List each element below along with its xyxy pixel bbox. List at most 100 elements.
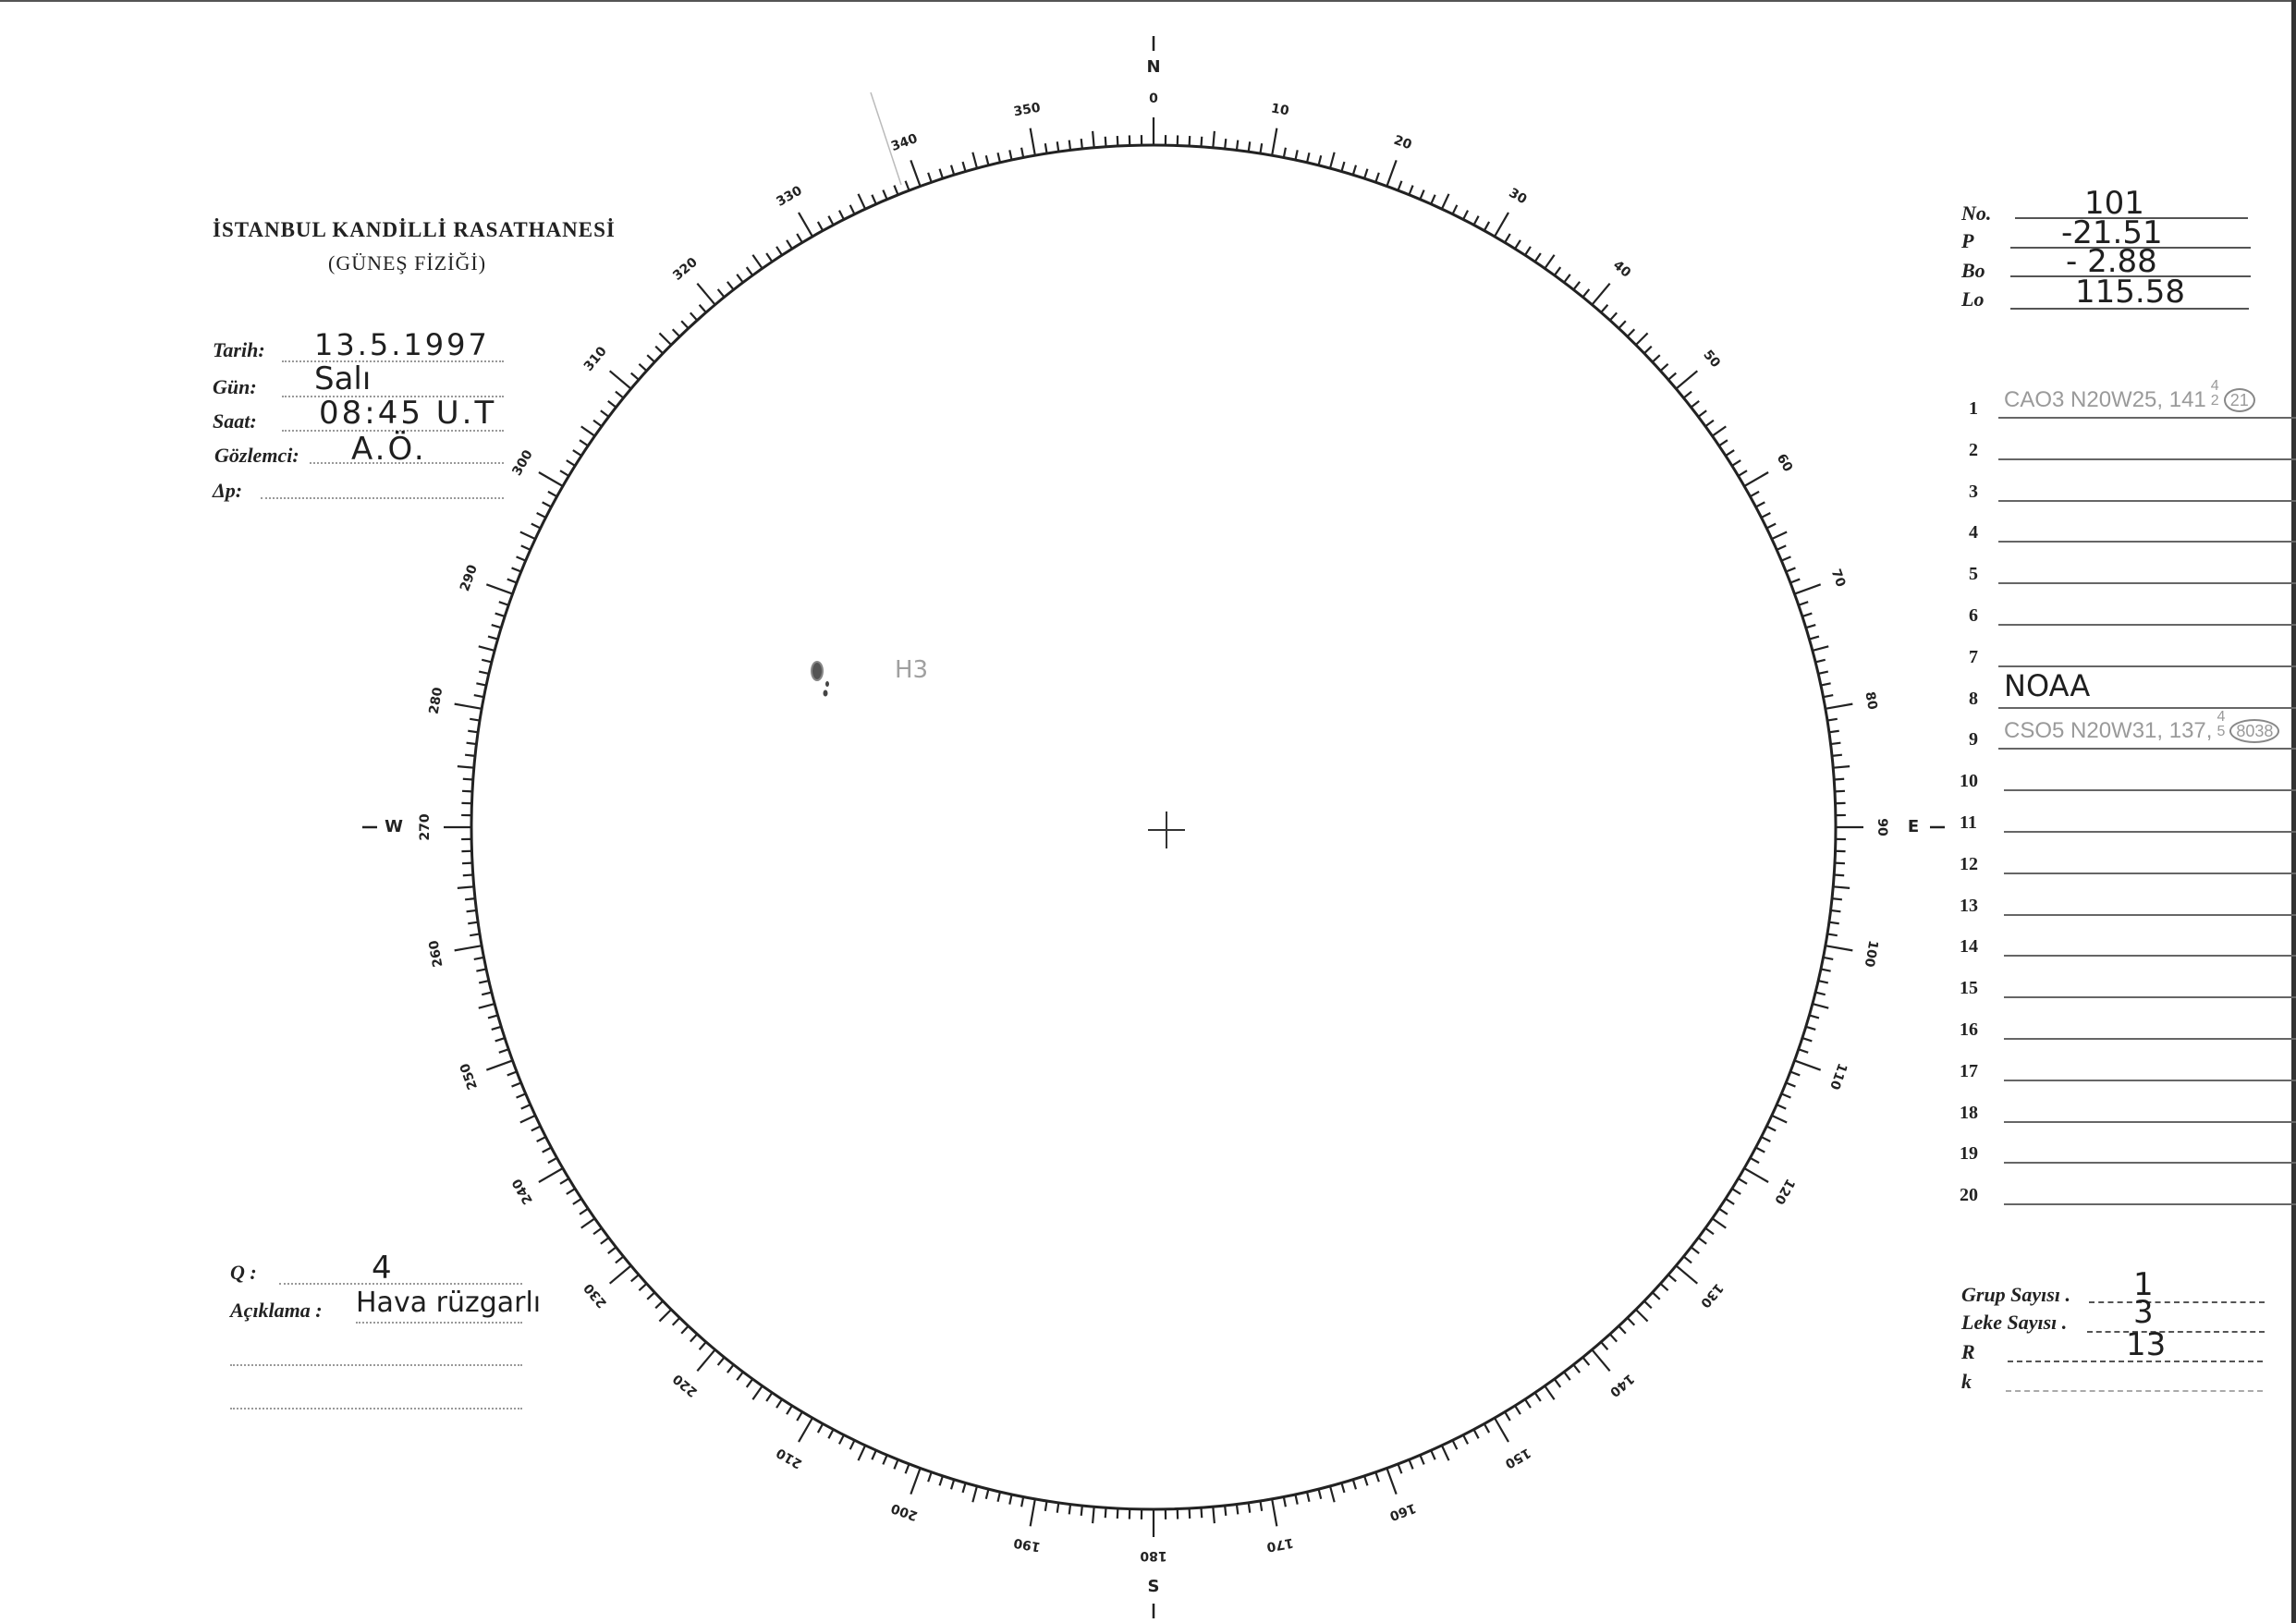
degree-tick: [1731, 459, 1741, 467]
degree-tick: [457, 765, 474, 769]
degree-tick: [837, 1434, 845, 1445]
r-line: [2008, 1361, 2263, 1362]
degree-tick: [464, 897, 476, 901]
row-entry[interactable]: NOAA: [2004, 667, 2091, 703]
degree-tick: [1826, 717, 1838, 722]
degree-tick: [1718, 1207, 1728, 1215]
r-label: R: [1961, 1340, 1975, 1363]
degree-tick: [1235, 1504, 1240, 1515]
q-value[interactable]: 4: [372, 1250, 392, 1287]
row-number: 10: [1960, 771, 1978, 792]
fraction-bottom: 5: [2217, 724, 2226, 740]
row-number: 15: [1960, 978, 1978, 999]
degree-tick: [1092, 130, 1095, 148]
row-entry[interactable]: CAO3 N20W25, 141: [2004, 387, 2206, 412]
degree-tick: [1833, 885, 1850, 889]
degree-tick: [1776, 544, 1787, 551]
sunspot[interactable]: [823, 689, 828, 697]
row-number: 4: [1969, 522, 1978, 543]
degree-tick: [1188, 135, 1191, 147]
row-number: 7: [1969, 646, 1978, 667]
degree-tick: [457, 885, 474, 889]
degree-tick: [572, 1198, 582, 1205]
degree-tick: [454, 702, 482, 710]
degree-tick: [1572, 281, 1581, 291]
observer-value[interactable]: A.Ö.: [351, 431, 427, 468]
degree-tick: [615, 390, 625, 399]
p-value[interactable]: -21.51: [2061, 214, 2163, 251]
observer-label: Gözlemci:: [214, 444, 299, 467]
degree-tick: [464, 753, 476, 757]
degree-tick: [1749, 1156, 1760, 1165]
row-number: 18: [1960, 1102, 1978, 1123]
degree-tick: [1317, 154, 1323, 166]
degree-tick: [984, 1488, 990, 1500]
department-subtitle: (GÜNEŞ FİZİĞİ): [328, 251, 487, 275]
degree-label: 30: [1507, 186, 1530, 208]
degree-tick: [1765, 522, 1777, 530]
degree-tick: [1798, 601, 1809, 606]
degree-tick: [1462, 1434, 1470, 1445]
day-value[interactable]: Salı: [314, 360, 372, 397]
degree-tick: [478, 979, 490, 984]
delta-p-field-line[interactable]: [261, 497, 504, 499]
degree-tick: [971, 1485, 979, 1503]
degree-tick: [1697, 1237, 1707, 1245]
degree-tick: [827, 215, 835, 226]
degree-tick: [1212, 130, 1215, 148]
degree-tick: [638, 1283, 648, 1291]
no-label: No.: [1961, 201, 1992, 225]
degree-label: 280: [427, 686, 446, 715]
group-count-value[interactable]: 1: [2133, 1266, 2154, 1303]
degree-tick: [1563, 274, 1571, 284]
degree-tick: [516, 1092, 527, 1099]
degree-tick: [1738, 1178, 1748, 1185]
row-number: 17: [1960, 1060, 1978, 1081]
degree-tick: [837, 210, 845, 220]
time-value[interactable]: 08:45 U.T: [319, 395, 497, 432]
degree-tick: [1697, 409, 1707, 418]
note-line-2[interactable]: [230, 1364, 522, 1366]
degree-tick: [658, 332, 672, 346]
row-number: 11: [1960, 812, 1977, 833]
r-value[interactable]: 13: [2126, 1326, 2167, 1363]
fraction-bottom: 2: [2210, 393, 2219, 409]
degree-tick: [1814, 991, 1826, 996]
date-label: Tarih:: [213, 338, 265, 361]
date-value[interactable]: 13.5.1997: [314, 327, 490, 362]
degree-tick: [910, 1468, 922, 1495]
note-line-3[interactable]: [230, 1408, 522, 1409]
spot-count-value[interactable]: 3: [2133, 1294, 2154, 1331]
degree-label: 50: [1700, 348, 1723, 371]
degree-tick: [1591, 1348, 1611, 1373]
degree-label: 40: [1610, 258, 1633, 281]
degree-tick: [519, 1114, 536, 1124]
sunspot[interactable]: [825, 681, 829, 687]
degree-tick: [857, 1445, 867, 1461]
row-line: [2004, 955, 2296, 958]
degree-tick: [696, 282, 716, 306]
fraction-top: 4: [2210, 378, 2219, 394]
day-label: Gün:: [213, 375, 257, 398]
degree-tick: [615, 1255, 625, 1264]
row-line: [2004, 1038, 2296, 1040]
degree-tick: [696, 1348, 716, 1373]
bo-value[interactable]: - 2.88: [2066, 243, 2157, 280]
row-number: 16: [1960, 1019, 1978, 1040]
scan-edge: [2291, 0, 2296, 1623]
degree-tick: [646, 354, 656, 363]
degree-tick: [857, 193, 867, 210]
sunspot[interactable]: [811, 661, 824, 681]
degree-tick: [1682, 1255, 1692, 1264]
note-value[interactable]: Hava rüzgarlı: [356, 1287, 542, 1319]
lo-value[interactable]: 115.58: [2075, 274, 2185, 311]
k-line[interactable]: [2006, 1390, 2263, 1392]
degree-tick: [566, 459, 576, 467]
degree-label: 70: [1828, 567, 1849, 590]
degree-tick: [468, 921, 479, 925]
degree-tick: [786, 1405, 793, 1415]
no-value[interactable]: 101: [2084, 185, 2144, 222]
row-line: [1998, 417, 2296, 419]
row-entry[interactable]: CSO5 N20W31, 137,: [2004, 718, 2213, 744]
